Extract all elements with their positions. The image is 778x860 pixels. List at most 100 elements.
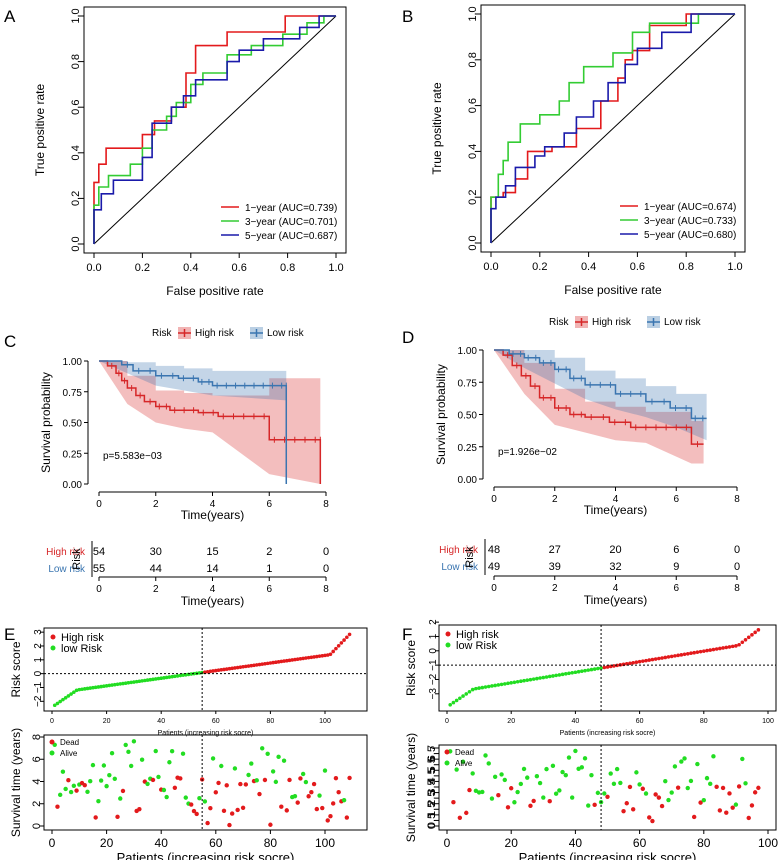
dead-point (262, 777, 268, 783)
low-risk-point (477, 686, 481, 690)
x-tick-label: 0.2 (532, 261, 547, 273)
high-risk-point (282, 659, 286, 663)
high-risk-point (309, 655, 314, 660)
dead-point (736, 784, 742, 789)
panel-letter-d: D (402, 328, 414, 347)
risk-table-count: 39 (549, 561, 561, 573)
high-risk-point (249, 663, 254, 668)
panel-letter-f: F (402, 625, 412, 644)
high-risk-point (315, 654, 319, 659)
high-risk-point (612, 664, 616, 668)
alive-point (666, 797, 671, 803)
time-x-tick-label: 80 (264, 836, 278, 850)
alive-point (480, 789, 485, 795)
low-risk-point (560, 672, 565, 677)
score-legend-label: High risk (61, 632, 104, 644)
alive-point (544, 766, 549, 772)
alive-point (541, 795, 546, 800)
low-risk-point (544, 675, 549, 679)
low-risk-point (170, 674, 174, 679)
dead-point (235, 807, 240, 813)
dead-point (531, 798, 536, 804)
time-x-tick-label: 80 (697, 836, 711, 850)
time-y-tick-label: 5.5 (426, 757, 438, 772)
low-risk-point (496, 683, 501, 687)
high-risk-point (673, 654, 677, 658)
dead-point (205, 820, 210, 826)
alive-point (483, 753, 488, 758)
low-risk-point (493, 683, 497, 688)
low-risk-point (123, 681, 128, 685)
alive-point (183, 795, 188, 800)
time-x-tick-label: 20 (505, 836, 519, 850)
dead-point (115, 814, 120, 820)
alive-point (300, 771, 306, 777)
low-risk-point (58, 699, 62, 704)
alive-point (733, 802, 739, 807)
risk-table-count: 32 (609, 561, 621, 573)
high-risk-point (260, 662, 265, 666)
y-tick-label: 0.25 (458, 443, 478, 454)
dead-point (208, 805, 213, 811)
low-risk-point (145, 678, 150, 682)
score-y-tick-label: 0 (33, 670, 44, 676)
survival-curve-low-risk (494, 349, 707, 420)
y-tick-label: 0.75 (458, 378, 478, 389)
alive-point (743, 781, 748, 786)
dead-point (656, 795, 662, 800)
score-legend-dot (445, 631, 451, 637)
low-risk-point (531, 677, 536, 681)
alive-point (101, 763, 107, 768)
score-x-axis-label: Patients (increasing risk socre) (560, 730, 656, 737)
high-risk-point (753, 630, 757, 635)
score-y-tick-label: 2 (428, 619, 439, 625)
low-risk-point (69, 692, 73, 696)
risk-table-count: 0 (734, 544, 740, 556)
high-risk-point (698, 649, 703, 654)
alive-point (232, 766, 238, 771)
high-risk-point (641, 659, 645, 663)
score-legend-dot (50, 634, 56, 640)
alive-point (71, 783, 77, 788)
dead-point (243, 782, 249, 787)
risk-table-row-label: High risk (46, 547, 86, 558)
confidence-band-high-risk (494, 350, 704, 464)
time-y-tick-label: 3 (426, 790, 438, 796)
alive-point (161, 787, 167, 793)
low-risk-point (72, 690, 76, 694)
score-x-tick-label: 80 (267, 718, 275, 725)
alive-point (454, 767, 459, 772)
time-y-tick-label: 1.5 (426, 802, 438, 817)
risk-table-count: 2 (266, 546, 272, 558)
y-tick-label: 0.50 (63, 419, 83, 430)
score-x-tick-label: 80 (700, 718, 708, 725)
high-risk-point (323, 653, 327, 658)
y-tick-label: 1.00 (458, 346, 478, 357)
high-risk-point (235, 665, 240, 670)
time-x-tick-label: 0 (49, 836, 56, 850)
dead-point (306, 794, 311, 799)
low-risk-point (483, 685, 488, 689)
high-risk-point (246, 664, 251, 668)
low-risk-point (551, 674, 555, 678)
panel-letter-b: B (402, 7, 413, 26)
alive-point (685, 785, 690, 791)
x-tick-label: 0.6 (630, 261, 645, 273)
time-y-tick-label: 6.5 (426, 746, 438, 761)
low-risk-point (541, 675, 546, 680)
time-y-tick-label: 5 (426, 767, 438, 773)
legend-label: 3−year (AUC=0.701) (245, 217, 337, 228)
score-x-tick-label: 20 (103, 718, 111, 725)
alive-point (254, 778, 259, 783)
x-tick-label: 4 (613, 494, 619, 505)
dead-point (191, 808, 197, 814)
dead-point (309, 790, 314, 795)
time-x-tick-label: 20 (100, 836, 114, 850)
time-legend-label: Alive (455, 759, 473, 768)
dead-point (178, 776, 183, 781)
high-risk-point (718, 646, 722, 651)
risk-table-x-tick-label: 4 (210, 584, 216, 595)
alive-point (118, 796, 123, 801)
high-risk-point (325, 653, 330, 657)
